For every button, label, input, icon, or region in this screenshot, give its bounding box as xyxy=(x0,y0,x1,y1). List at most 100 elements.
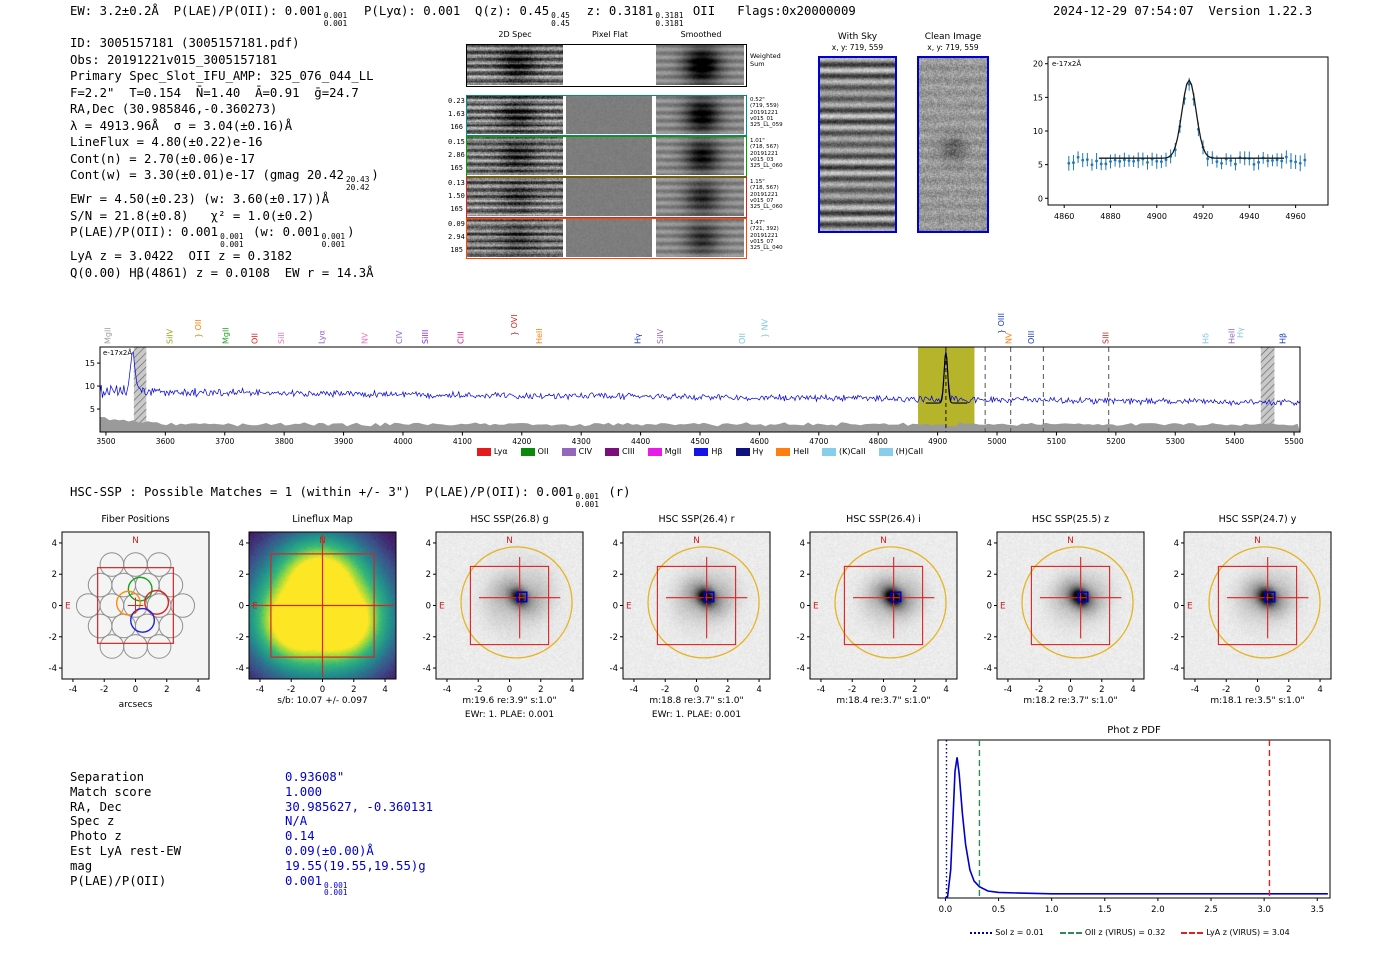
cutout-ytick-label: 0 xyxy=(613,602,618,612)
spec2d-row-weight-label: 1.63 xyxy=(448,110,465,118)
cutout-xtick-label: -4 xyxy=(817,685,825,695)
cutout-xtick-label: 2 xyxy=(538,685,543,695)
legend-entry: CIV xyxy=(561,447,592,456)
hsc-cutout-plot: -4 -4 -2 -2 0 0 2 2 4 4 N E xyxy=(423,531,584,695)
compass-east-label: E xyxy=(65,602,71,612)
info-line-4: F=2.2" T=0.154 N̄=1.40 Ā=0.91 ḡ=24.7 xyxy=(70,85,379,102)
masked-region xyxy=(133,347,147,432)
linefit-point xyxy=(1215,160,1219,163)
photz-legend-label: Sol z = 0.01 xyxy=(995,928,1044,937)
sky-panel-xy-label: x, y: 719, 559 xyxy=(831,43,884,52)
linefit-point xyxy=(1252,163,1256,166)
info-line-1: ID: 3005157181 (3005157181.pdf) xyxy=(70,35,379,52)
spec2d-row-weight-label: 1.50 xyxy=(448,192,465,200)
legend-label: (K)CaII xyxy=(838,447,866,456)
legend-swatch xyxy=(476,447,491,456)
spec2d-cutouts-panel: 2D Spec Pixel Flat Smoothed Weighted Sum 0.23… xyxy=(448,28,788,263)
info-line-8-text: Cont(n) = 2.70(±0.06)e-17 xyxy=(70,151,256,166)
spectrum-unit-label: e-17x2Å xyxy=(103,348,132,357)
spec2d-row-annotation: 1.47" xyxy=(750,220,765,226)
info-line-12-frac-upper: 0.001 xyxy=(220,232,244,242)
cutout-frame xyxy=(996,531,1145,680)
linefit-point xyxy=(1275,158,1279,162)
cutout-xtick-label: -4 xyxy=(630,685,638,695)
emission-line-label: SiIV xyxy=(656,328,665,344)
spec2d-row-weight-label: 165 xyxy=(450,164,463,172)
cutout-xtick-label: 0 xyxy=(320,685,325,695)
spec2d-row-annotation: (721, 392) xyxy=(750,226,779,233)
photz-title: Phot z PDF xyxy=(1107,725,1161,736)
cutout-ytick-label: 4 xyxy=(426,539,431,549)
match-detail-frac: 0.001 0.001 xyxy=(324,881,347,897)
compass-east-label: E xyxy=(1187,602,1193,612)
cutout-title: HSC SSP(25.5) z xyxy=(1031,514,1110,525)
linefit-ytick-label: 5 xyxy=(1038,161,1043,170)
legend-label: Hγ xyxy=(752,447,764,456)
cutout-title: Fiber Positions xyxy=(101,514,170,525)
photz-xtick-label: 0.0 xyxy=(939,905,953,913)
info-line-12: P(LAE)/P(OII): 0.001 0.001 0.001 (w: 0.001… xyxy=(70,224,379,248)
cutout-xtick-label: -4 xyxy=(1191,685,1199,695)
linefit-point xyxy=(1266,159,1270,163)
cutout-xtick-label: -2 xyxy=(848,685,856,695)
legend-swatch xyxy=(821,447,836,456)
compass-north-label: N xyxy=(693,536,700,546)
legend-entry: HeII xyxy=(776,447,809,456)
spec2d-row-strip xyxy=(466,44,747,87)
cutout-xtick-label: 0 xyxy=(507,685,512,695)
spec2d-image xyxy=(467,96,563,134)
hsc-matches-header: HSC-SSP : Possible Matches = 1 (within +… xyxy=(70,485,631,508)
photz-xtick-label: 2.5 xyxy=(1204,905,1218,913)
pixel-flat-image xyxy=(566,45,652,85)
cutout-ytick-label: -4 xyxy=(1171,664,1179,674)
spectrum-xtick-label: 4000 xyxy=(393,437,412,446)
legend-entry: OII xyxy=(520,447,549,456)
smoothed-image xyxy=(656,45,744,85)
linefit-point xyxy=(1104,162,1108,166)
cutout-xtick-label: -2 xyxy=(287,685,295,695)
cutout-ytick-label: 0 xyxy=(1174,602,1179,612)
cutout-xtick-label: 4 xyxy=(1130,685,1135,695)
extraction-box xyxy=(656,565,737,646)
spectrum-xtick-label: 3500 xyxy=(96,437,115,446)
info-line-2: Obs: 20191221v015_3005157181 xyxy=(70,52,379,69)
linefit-ytick-label: 20 xyxy=(1033,60,1043,69)
linefit-unit-label: e-17x2Å xyxy=(1052,59,1081,68)
cutout-caption-1: m:19.6 re:3.9" s:1.0" xyxy=(462,696,557,706)
header-frac: 0.45 0.45 xyxy=(551,12,570,27)
photz-xtick-label: 0.5 xyxy=(992,905,1006,913)
cutout-xtick-label: 2 xyxy=(1099,685,1104,695)
match-detail-row: P(LAE)/P(OII) 0.001 0.001 0.001 xyxy=(70,874,433,897)
match-detail-value: 0.001 0.001 0.001 xyxy=(285,873,348,898)
spectrum-xtick-label: 4500 xyxy=(690,437,709,446)
selected-fiber-circle xyxy=(130,607,156,633)
cutout-xtick-label: -4 xyxy=(1004,685,1012,695)
spec2d-row-annotation: v015_07 xyxy=(750,238,774,245)
info-line-10: EWr = 4.50(±0.23) (w: 3.60(±0.17))Å xyxy=(70,191,379,208)
compass-north-label: N xyxy=(132,536,139,546)
info-line-7: LineFlux = 4.80(±0.22)e-16 xyxy=(70,134,379,151)
cutout-ytick-label: 0 xyxy=(52,602,57,612)
cutout-xtick-label: -2 xyxy=(661,685,669,695)
header-datetime-version: 2024-12-29 07:54:07 Version 1.22.3 xyxy=(1053,4,1313,18)
header-frac-upper: 0.001 xyxy=(323,11,348,20)
legend-entry: CIII xyxy=(605,447,635,456)
photz-legend-swatch xyxy=(1181,931,1204,934)
extraction-box xyxy=(97,567,174,644)
emission-line-label: } OIII xyxy=(997,313,1006,334)
linefit-point xyxy=(1099,162,1103,166)
info-line-9-frac-upper: 20.43 xyxy=(345,175,370,184)
spectrum-xtick-label: 5200 xyxy=(1106,437,1125,446)
legend-swatch xyxy=(694,447,709,456)
linefit-point xyxy=(1109,160,1112,163)
extraction-box xyxy=(1217,565,1298,646)
spec2d-row-annotation: v015_03 xyxy=(750,156,774,163)
compass-east-label: E xyxy=(813,602,819,612)
compass-north-label: N xyxy=(1254,536,1261,546)
cutout-ytick-label: -2 xyxy=(1171,633,1179,643)
photz-legend-label: LyA z (VIRUS) = 3.04 xyxy=(1206,928,1290,937)
sky-panel-title: With Sky xyxy=(837,32,878,42)
linefit-xtick-label: 4960 xyxy=(1285,212,1305,221)
cutout-xtick-label: 2 xyxy=(912,685,917,695)
